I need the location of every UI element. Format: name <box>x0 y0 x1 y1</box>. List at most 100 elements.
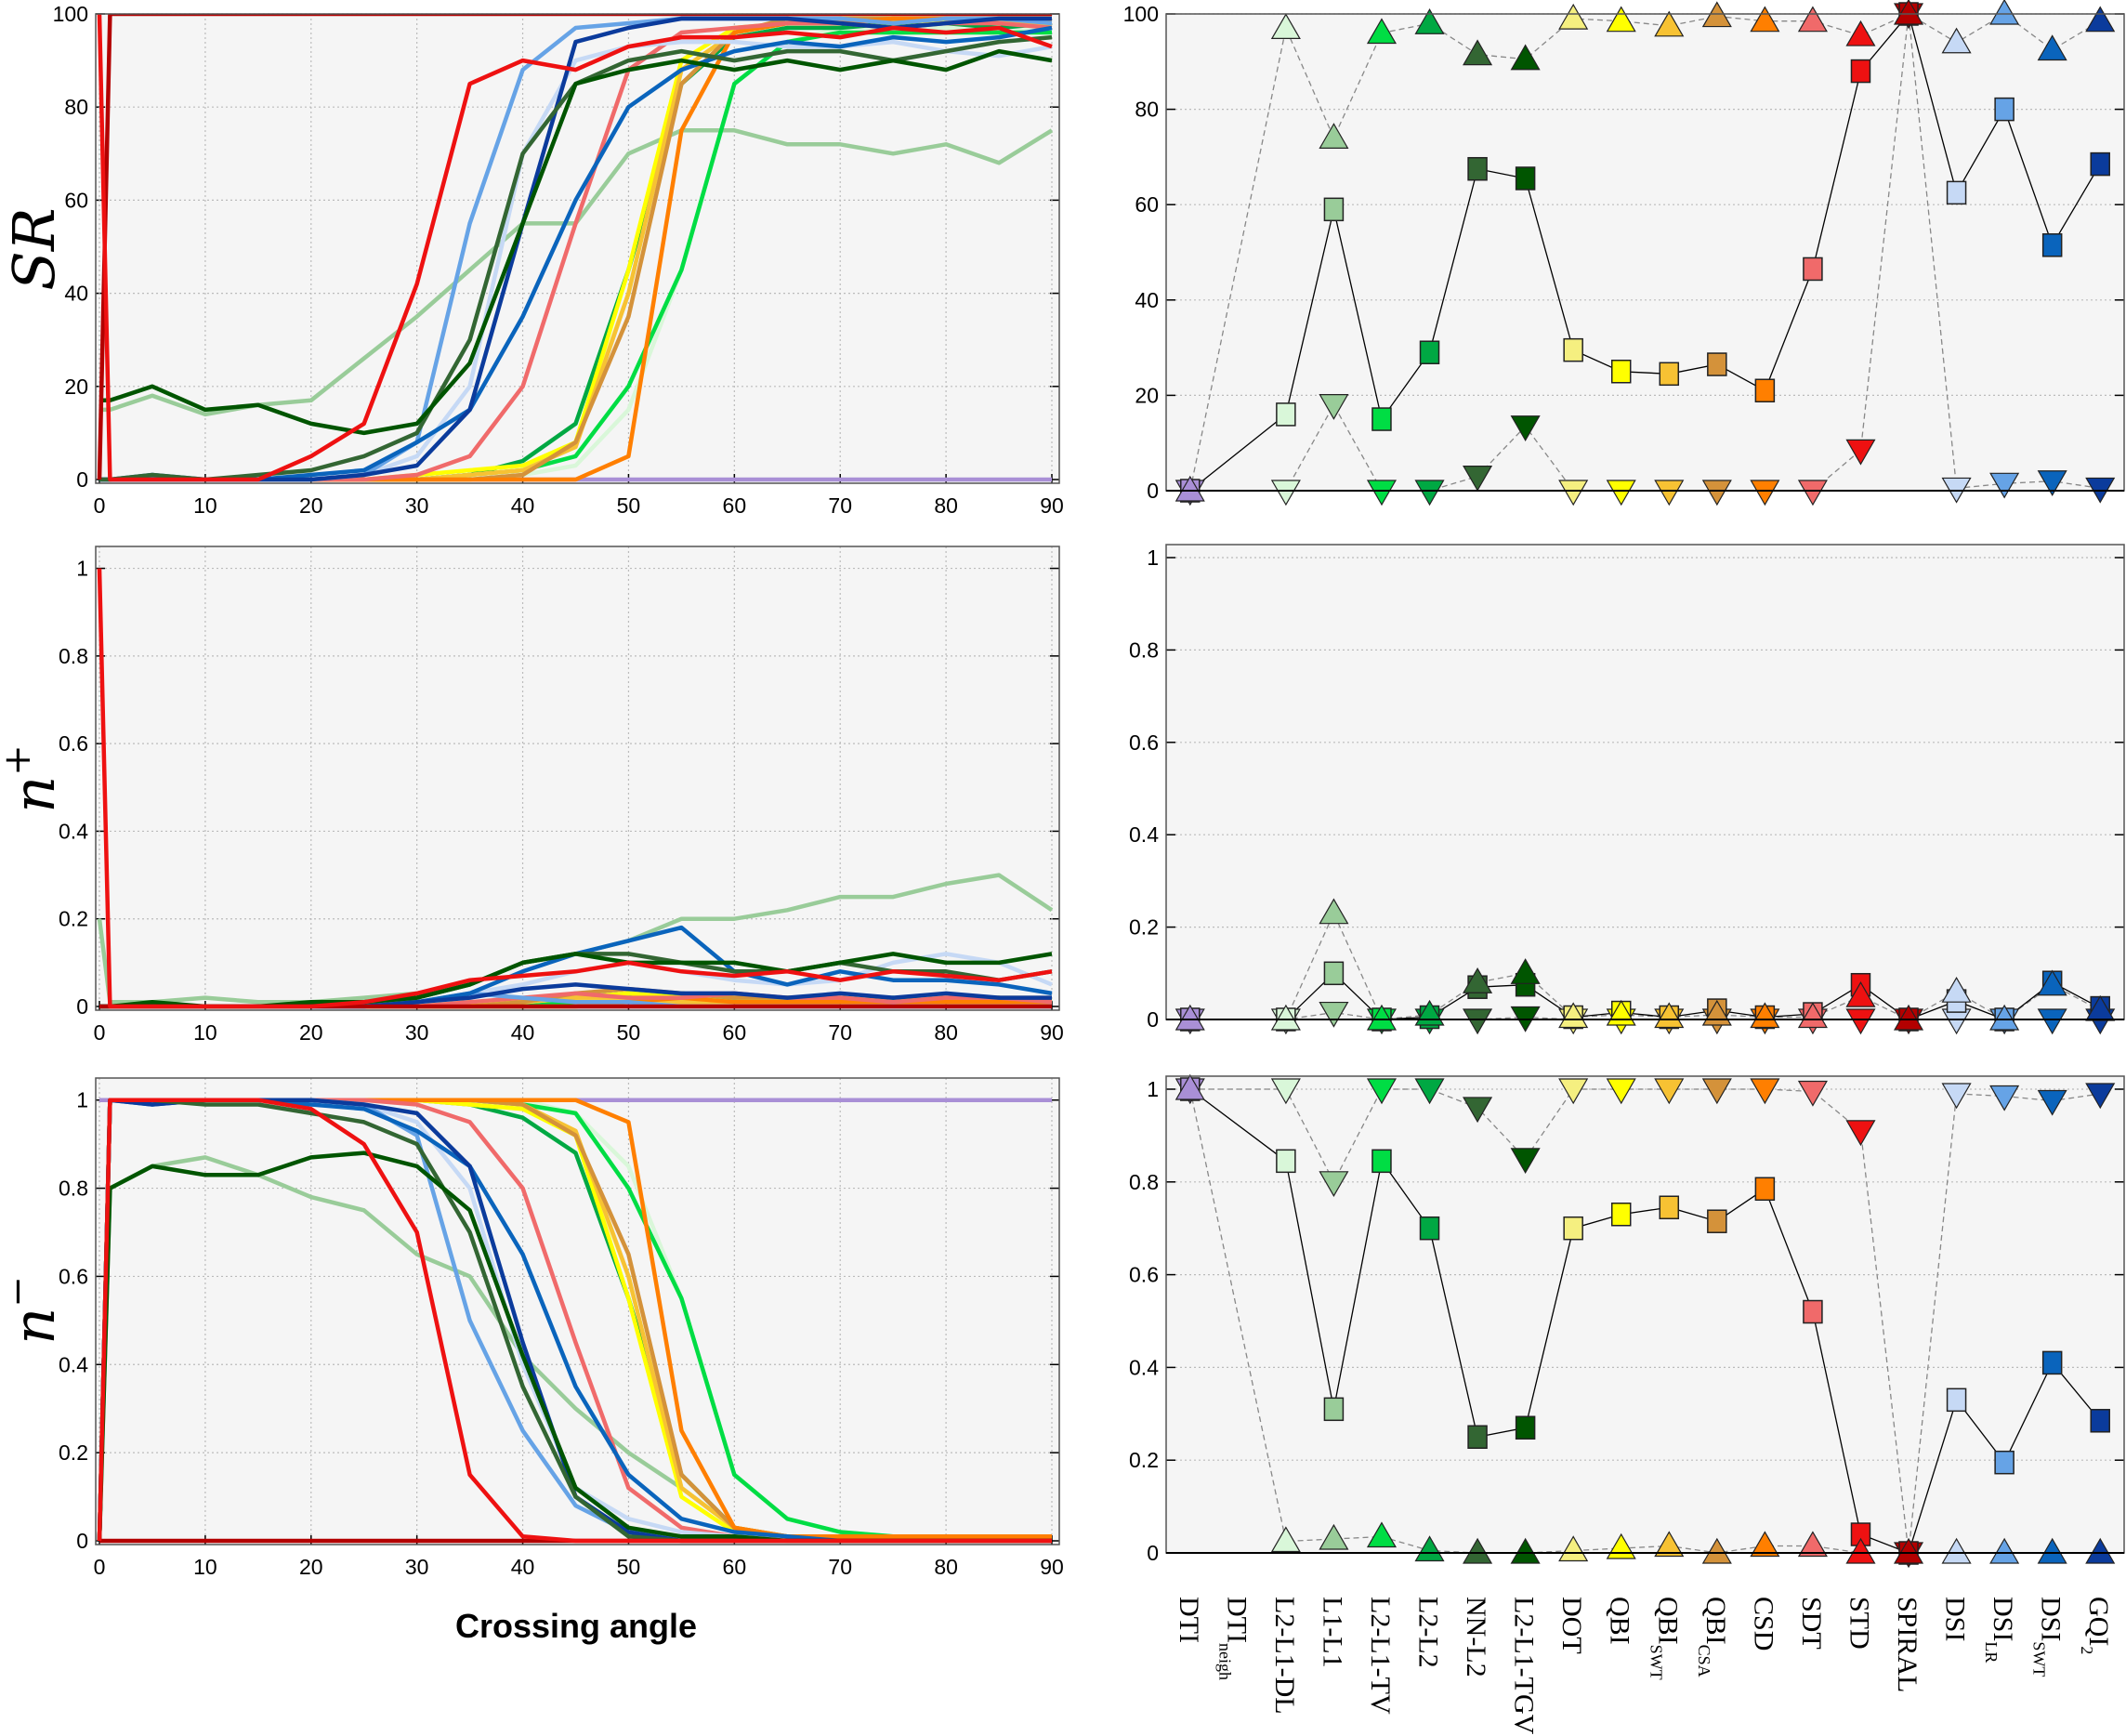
mean-marker <box>1850 59 1871 84</box>
mean-marker <box>1754 1177 1776 1202</box>
category-label: QBI <box>1605 1597 1635 1645</box>
axes-frame <box>95 1077 1060 1545</box>
lower-marker <box>1701 480 1732 506</box>
category-label: DTIneigh <box>1215 1597 1252 1680</box>
category-label: L2-L2 <box>1413 1597 1444 1668</box>
y-tick-label: 1 <box>1147 546 1159 570</box>
x-tick-label: 60 <box>723 1020 747 1045</box>
lower-marker <box>1463 1097 1493 1124</box>
y-tick-label: 20 <box>64 375 88 399</box>
series-group <box>97 1098 1052 1544</box>
y-tick-label: 0.8 <box>59 644 88 668</box>
upper-marker <box>1654 1531 1685 1558</box>
upper-marker <box>1750 6 1780 33</box>
lower-marker <box>1414 1078 1445 1105</box>
y-axis-label: SR <box>0 207 68 290</box>
lower-marker <box>1701 1078 1732 1105</box>
mean-marker <box>1994 1450 2014 1475</box>
y-tick-label: 80 <box>1135 98 1159 122</box>
lower-marker <box>1463 1008 1493 1035</box>
y-tick-label: 0.2 <box>1129 915 1159 940</box>
lower-marker <box>1750 1078 1780 1105</box>
x-axis-label: Crossing angle <box>455 1607 697 1645</box>
x-tick-label: 60 <box>723 1555 747 1579</box>
x-tick-label: 70 <box>828 493 852 518</box>
upper-marker <box>1893 1537 1924 1564</box>
lower-marker <box>1510 415 1541 441</box>
upper-marker <box>1510 44 1541 71</box>
series-group <box>97 568 1054 1009</box>
x-tick-label: 80 <box>934 493 958 518</box>
upper-marker <box>1414 8 1445 34</box>
category-label: L2-L1-TGV <box>1509 1597 1540 1735</box>
axes-frame <box>95 546 1060 1011</box>
y-tick-label: 0.2 <box>59 907 88 931</box>
y-tick-label: 0.4 <box>1129 1355 1159 1379</box>
x-tick-label: 70 <box>828 1555 852 1579</box>
upper-marker <box>1941 1537 1972 1564</box>
x-tick-label: 30 <box>405 1020 429 1045</box>
upper-marker <box>2037 969 2067 996</box>
axes-frame <box>95 13 1060 484</box>
y-tick-label: 0.2 <box>1129 1448 1159 1472</box>
upper-marker <box>1845 20 1876 46</box>
upper-marker <box>2037 34 2067 61</box>
upper-marker <box>1893 1004 1924 1031</box>
upper-marker <box>1558 1535 1589 1562</box>
panel-left-top: 0 20 40 60 80 100 0 10 20 30 40 50 60 70 80 90 SR <box>0 2 1064 518</box>
mean-marker <box>1467 1425 1488 1449</box>
lower-marker <box>1414 480 1445 506</box>
series-line <box>97 14 1053 482</box>
upper-marker <box>1463 967 1493 993</box>
series-line <box>99 48 1053 436</box>
y-tick-label: 20 <box>1135 383 1159 407</box>
y-tick-label: 0.6 <box>1129 730 1159 755</box>
mean-marker <box>1803 256 1823 282</box>
upper-marker <box>1319 898 1349 925</box>
upper-marker <box>1270 13 1301 39</box>
mean-marker <box>2041 1350 2063 1375</box>
upper-marker <box>1270 1526 1301 1553</box>
x-tick-label: 0 <box>94 493 106 518</box>
y-axis-label: n− <box>0 1276 68 1344</box>
lower-marker <box>1366 480 1398 506</box>
lower-marker <box>1510 1148 1541 1175</box>
lower-marker <box>1606 480 1636 506</box>
y-tick-label: 0.4 <box>1129 822 1159 847</box>
mean-marker <box>1515 1415 1536 1440</box>
lower-marker <box>1989 1085 2020 1111</box>
upper-marker <box>1319 123 1349 149</box>
mean-marker <box>1946 1387 1967 1413</box>
lower-marker <box>2037 1008 2067 1035</box>
category-label: DSISWT <box>2030 1597 2067 1677</box>
upper-marker <box>2085 1537 2116 1564</box>
mean-marker <box>2041 233 2063 257</box>
plot-area <box>1166 545 2124 1019</box>
upper-marker <box>1319 1523 1349 1550</box>
lower-marker <box>1845 439 1876 466</box>
y-tick-label: 0.8 <box>1129 638 1159 662</box>
upper-marker <box>1701 1537 1732 1564</box>
upper-marker <box>2085 994 2116 1021</box>
lower-marker <box>1319 1171 1349 1198</box>
category-label: DSILR <box>1982 1597 2018 1663</box>
category-label: SPIRAL <box>1892 1597 1923 1692</box>
series-group <box>97 14 1054 482</box>
category-label: SDT <box>1796 1597 1827 1650</box>
y-tick-label: 0.4 <box>59 1352 88 1376</box>
lower-marker <box>1797 480 1828 506</box>
mean-marker <box>1803 1299 1823 1324</box>
upper-marker <box>1366 1004 1398 1031</box>
mean-marker <box>2090 151 2110 177</box>
series-line <box>99 128 1054 417</box>
lower-marker <box>1558 480 1589 506</box>
mean-marker <box>1419 340 1440 364</box>
x-tick-label: 50 <box>617 493 641 518</box>
panel-right-bottom: 0 0.2 0.4 0.6 0.8 1 <box>1129 1073 2125 1569</box>
panel-right-middle: 0 0.2 0.4 0.6 0.8 1 <box>1129 544 2125 1035</box>
upper-marker <box>2085 6 2116 33</box>
mean-marker <box>1946 180 1967 205</box>
upper-marker <box>1175 475 1205 502</box>
upper-marker <box>1845 1537 1876 1564</box>
lower-marker <box>1750 480 1780 506</box>
